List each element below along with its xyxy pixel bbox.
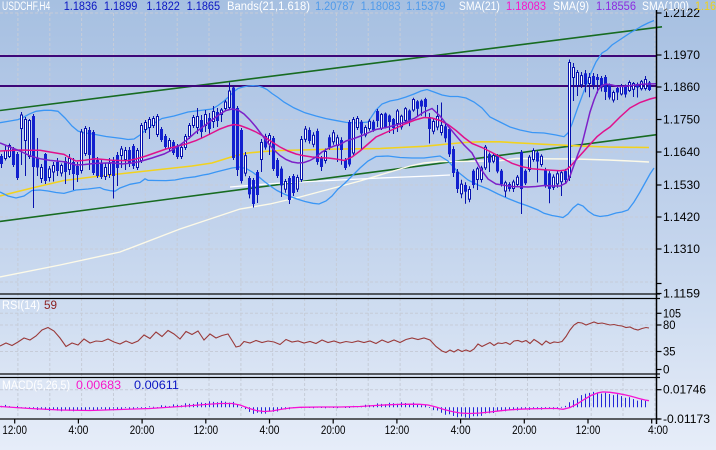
svg-text:1.18083: 1.18083 [506, 1, 546, 13]
svg-text:1.1865: 1.1865 [187, 1, 221, 13]
svg-text:20:00: 20:00 [130, 425, 155, 437]
svg-text:MACD(5,26,5): MACD(5,26,5) [2, 380, 70, 392]
svg-text:1.18083: 1.18083 [361, 1, 401, 13]
svg-text:105: 105 [663, 308, 681, 320]
svg-text:-0.01173: -0.01173 [663, 414, 710, 426]
svg-text:1.1860: 1.1860 [663, 82, 700, 94]
svg-text:1.1899: 1.1899 [104, 1, 137, 13]
svg-text:20:00: 20:00 [321, 425, 346, 437]
svg-text:4:00: 4:00 [648, 425, 668, 437]
svg-text:SMA(9): SMA(9) [553, 1, 589, 13]
svg-text:1.1310: 1.1310 [663, 244, 700, 256]
svg-text:12:00: 12:00 [576, 425, 601, 437]
svg-text:1.1836: 1.1836 [64, 1, 97, 13]
svg-text:Bands(21,1.618): Bands(21,1.618) [227, 1, 310, 13]
svg-text:1.15379: 1.15379 [406, 1, 445, 13]
svg-text:4:00: 4:00 [68, 425, 88, 437]
svg-text:1.20787: 1.20787 [315, 1, 354, 13]
svg-text:1.1686: 1.1686 [695, 1, 716, 13]
svg-text:35: 35 [663, 347, 676, 359]
svg-text:0: 0 [663, 365, 670, 377]
svg-text:0.01746: 0.01746 [663, 385, 706, 397]
svg-text:1.1970: 1.1970 [663, 50, 700, 62]
svg-text:1.1159: 1.1159 [663, 289, 700, 301]
svg-text:1.18556: 1.18556 [596, 1, 636, 13]
svg-text:4:00: 4:00 [451, 425, 471, 437]
svg-text:1.1420: 1.1420 [663, 212, 700, 224]
svg-text:1.1640: 1.1640 [663, 147, 700, 159]
svg-text:0.00611: 0.00611 [134, 380, 179, 392]
svg-text:1.2122: 1.2122 [663, 8, 700, 20]
svg-text:12:00: 12:00 [2, 425, 27, 437]
svg-text:1.1530: 1.1530 [663, 180, 700, 192]
svg-text:SMA(21): SMA(21) [459, 1, 500, 13]
svg-text:1.1750: 1.1750 [663, 115, 700, 127]
svg-text:USDCHF,H4: USDCHF,H4 [2, 1, 51, 13]
svg-text:80: 80 [663, 320, 676, 332]
svg-text:12:00: 12:00 [194, 425, 219, 437]
svg-text:12:00: 12:00 [385, 425, 410, 437]
svg-text:RSI(14): RSI(14) [2, 300, 40, 312]
svg-text:20:00: 20:00 [512, 425, 537, 437]
svg-text:1.1822: 1.1822 [146, 1, 180, 13]
svg-text:4:00: 4:00 [260, 425, 280, 437]
svg-text:0.00683: 0.00683 [76, 380, 121, 392]
svg-text:SMA(100): SMA(100) [642, 1, 689, 13]
svg-text:59: 59 [44, 300, 57, 312]
